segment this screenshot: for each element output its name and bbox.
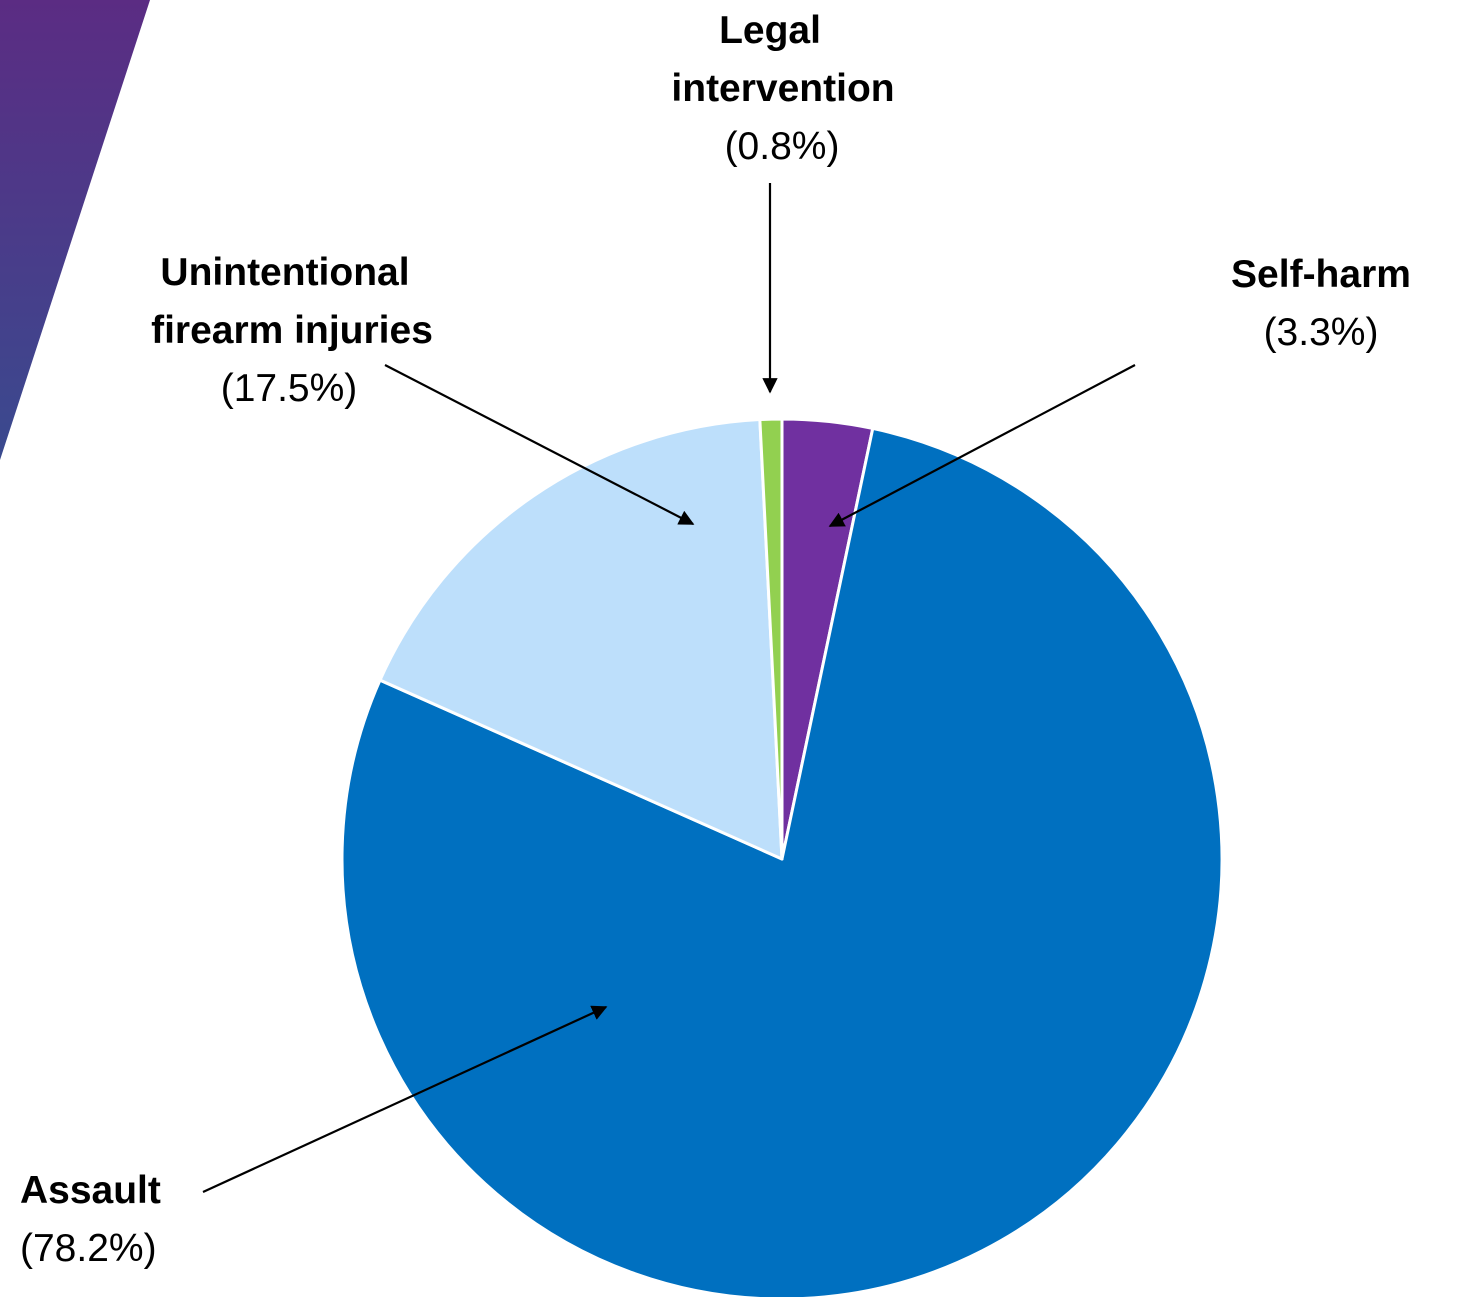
pie-slices — [340, 417, 1224, 1297]
leader-assault — [202, 1005, 608, 1193]
corner-decoration — [0, 0, 150, 460]
label-self-harm-line1: Self-harm — [1231, 253, 1411, 296]
label-unintentional-line2: firearm injuries — [151, 309, 433, 352]
pie-slice-unintentional-firearm-injuries — [378, 418, 784, 861]
label-unintentional-line1: Unintentional — [160, 251, 409, 294]
leader-unintentional — [384, 364, 695, 525]
pie-slice-legal-intervention — [758, 417, 784, 861]
pie-slice-assault — [340, 426, 1224, 1297]
label-assault-pct: (78.2%) — [20, 1227, 157, 1270]
label-legal-line1: Legal — [719, 9, 821, 52]
label-self-harm-pct: (3.3%) — [1264, 311, 1379, 354]
label-legal-line2: intervention — [671, 67, 894, 110]
label-unintentional-pct: (17.5%) — [221, 367, 358, 410]
label-legal-pct: (0.8%) — [725, 125, 840, 168]
label-assault-line1: Assault — [20, 1169, 161, 1212]
leader-self-harm — [828, 364, 1136, 527]
